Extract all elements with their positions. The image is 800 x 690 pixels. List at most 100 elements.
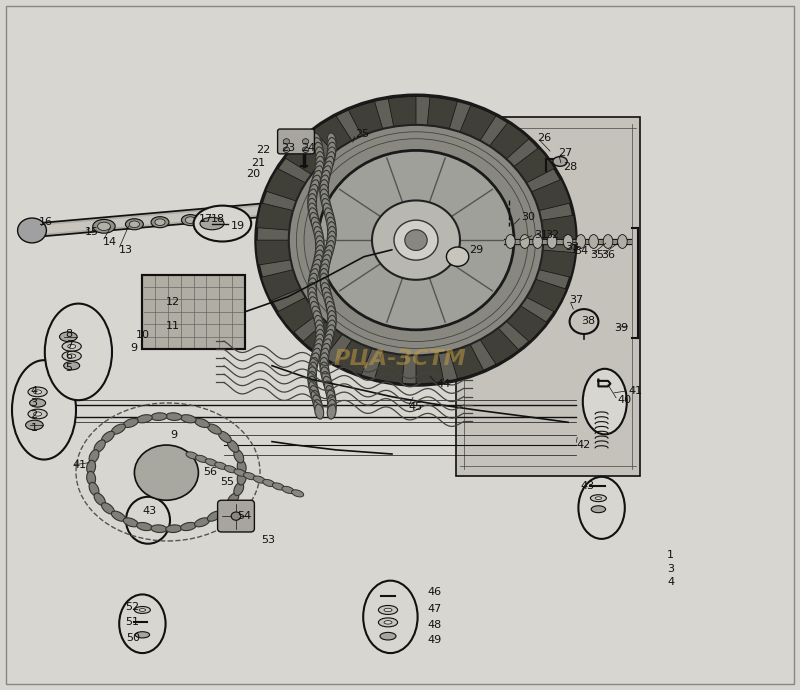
Ellipse shape [314,400,323,414]
Text: 38: 38 [581,316,595,326]
Ellipse shape [322,166,331,180]
Ellipse shape [327,404,336,419]
Ellipse shape [314,166,322,180]
Text: 26: 26 [538,133,552,143]
Ellipse shape [325,381,334,395]
Ellipse shape [320,362,329,377]
Ellipse shape [321,170,330,185]
Ellipse shape [324,292,333,306]
Ellipse shape [45,304,112,400]
Ellipse shape [553,157,567,166]
Text: 13: 13 [118,245,132,255]
Ellipse shape [111,424,126,434]
Ellipse shape [139,609,146,611]
Text: 17: 17 [198,215,213,224]
Ellipse shape [320,264,329,279]
Ellipse shape [578,477,625,539]
Ellipse shape [62,342,82,351]
Text: 3: 3 [30,398,38,408]
Ellipse shape [328,310,336,326]
Ellipse shape [186,217,195,224]
Text: 50: 50 [126,633,141,643]
Ellipse shape [64,362,80,370]
Ellipse shape [262,480,275,486]
Text: 31: 31 [534,230,549,239]
Text: 52: 52 [125,602,139,612]
Ellipse shape [323,204,333,218]
Ellipse shape [200,217,224,230]
Ellipse shape [194,518,210,526]
Text: 33: 33 [565,242,578,252]
Text: 49: 49 [427,635,442,645]
Ellipse shape [313,395,322,410]
Ellipse shape [325,157,334,171]
Ellipse shape [310,353,319,368]
Ellipse shape [325,208,334,222]
Polygon shape [530,179,570,210]
Circle shape [134,445,198,500]
Ellipse shape [62,351,82,361]
Polygon shape [459,106,496,142]
Ellipse shape [224,466,237,473]
Ellipse shape [186,452,198,459]
Polygon shape [513,148,554,184]
Ellipse shape [195,455,208,462]
Ellipse shape [314,315,323,330]
Ellipse shape [315,329,324,344]
Ellipse shape [26,420,43,430]
Ellipse shape [384,609,392,611]
Text: 29: 29 [469,245,483,255]
Text: 28: 28 [563,162,578,172]
Ellipse shape [86,460,95,474]
Ellipse shape [313,255,322,269]
Ellipse shape [205,459,218,466]
Text: 27: 27 [558,148,573,158]
Ellipse shape [256,95,576,385]
Circle shape [283,147,290,152]
Ellipse shape [326,325,335,339]
Ellipse shape [310,180,319,195]
Polygon shape [541,215,576,240]
Ellipse shape [253,476,266,483]
Ellipse shape [394,220,438,260]
Circle shape [302,147,309,152]
Ellipse shape [328,226,336,242]
Ellipse shape [323,376,333,391]
Text: 41: 41 [629,386,643,395]
Ellipse shape [291,490,304,497]
Polygon shape [456,117,640,476]
Text: 35: 35 [590,250,605,260]
Ellipse shape [533,235,542,248]
Ellipse shape [363,581,418,653]
Polygon shape [489,123,529,160]
Ellipse shape [314,138,322,152]
FancyBboxPatch shape [278,129,314,154]
Ellipse shape [68,344,76,348]
Polygon shape [374,350,405,383]
Ellipse shape [326,236,335,250]
Text: 32: 32 [546,230,560,239]
Ellipse shape [325,330,334,344]
Text: 19: 19 [230,221,245,231]
Ellipse shape [327,395,336,410]
Ellipse shape [315,404,324,419]
Ellipse shape [166,525,182,533]
Ellipse shape [30,399,46,407]
Ellipse shape [321,194,330,208]
Ellipse shape [315,320,324,335]
Ellipse shape [309,292,318,307]
Polygon shape [479,327,519,364]
Ellipse shape [328,400,336,415]
Ellipse shape [238,460,246,474]
Ellipse shape [320,179,329,195]
Ellipse shape [618,235,627,248]
Ellipse shape [323,334,333,348]
Ellipse shape [308,362,317,377]
Text: 20: 20 [246,169,261,179]
FancyBboxPatch shape [218,500,254,532]
Ellipse shape [315,241,324,255]
Text: 16: 16 [38,217,53,227]
Ellipse shape [181,415,196,423]
Text: 36: 36 [602,250,616,260]
Ellipse shape [308,376,317,391]
